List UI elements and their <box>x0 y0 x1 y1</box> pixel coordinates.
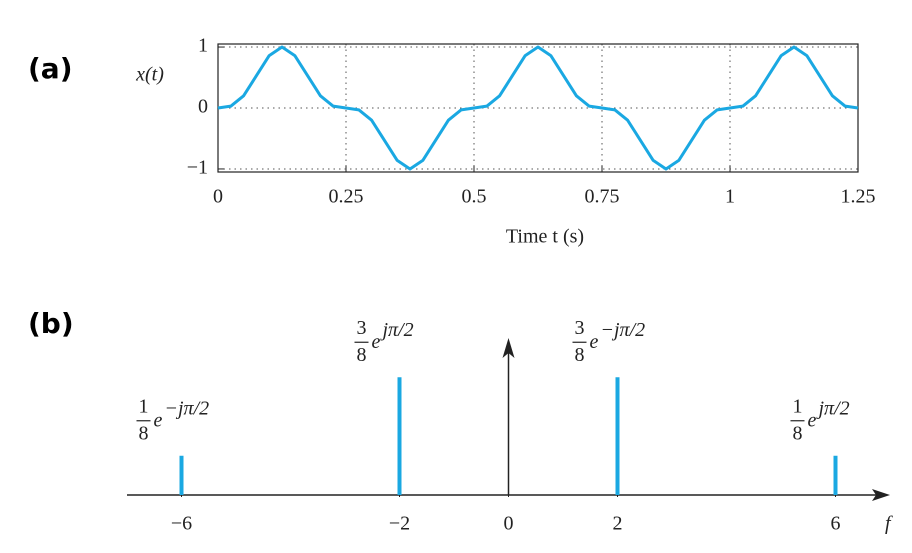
panel-label: (b) <box>28 307 74 340</box>
y-tick-label: −1 <box>187 157 208 179</box>
y-tick-label: 0 <box>198 96 208 118</box>
x-tick-label: 1.25 <box>841 186 876 208</box>
label-base: e <box>808 409 817 431</box>
label-exponent: −jπ/2 <box>601 319 646 341</box>
label-numerator: 3 <box>575 317 585 339</box>
y-axis-arrow <box>502 338 515 358</box>
x-tick-label: 0.25 <box>329 186 364 208</box>
label-denominator: 8 <box>793 422 803 444</box>
x-tick-label: 0 <box>504 513 514 535</box>
x-tick-label: 0.75 <box>585 186 620 208</box>
data-line <box>217 45 859 171</box>
x-tick-label: 0 <box>213 186 223 208</box>
label-denominator: 8 <box>357 344 367 366</box>
x-tick-label: −6 <box>171 513 192 535</box>
label-numerator: 1 <box>139 395 149 417</box>
x-tick-label: 6 <box>831 513 841 535</box>
label-base: e <box>372 331 381 353</box>
x-tick-label: 2 <box>613 513 623 535</box>
label-base: e <box>590 331 599 353</box>
x-tick-label: −2 <box>389 513 410 535</box>
label-base: e <box>154 409 163 431</box>
label-numerator: 3 <box>357 317 367 339</box>
panel-label: (a) <box>28 52 73 85</box>
label-denominator: 8 <box>575 344 585 366</box>
x-tick-label: 1 <box>725 186 735 208</box>
label-numerator: 1 <box>793 395 803 417</box>
y-tick-label: 1 <box>198 35 208 57</box>
y-axis-label: x(t) <box>135 64 164 86</box>
x-axis-label: f <box>885 513 893 535</box>
label-exponent: jπ/2 <box>380 319 414 341</box>
x-tick-label: 0.5 <box>462 186 487 208</box>
label-exponent: −jπ/2 <box>165 397 210 419</box>
label-denominator: 8 <box>139 422 149 444</box>
x-axis-arrow <box>872 489 890 501</box>
x-axis-label: Time t (s) <box>506 226 584 248</box>
label-exponent: jπ/2 <box>816 397 850 419</box>
